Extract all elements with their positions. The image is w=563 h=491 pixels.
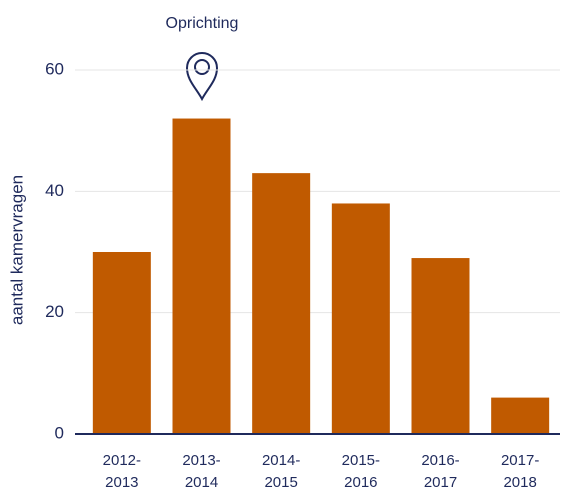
x-tick-line: 2013 <box>105 474 138 491</box>
y-tick-label: 20 <box>45 302 64 321</box>
y-axis-label: aantal kamervragen <box>7 175 26 325</box>
x-tick-label: 2016- 2017 <box>421 452 459 491</box>
y-tick-label: 60 <box>45 59 64 78</box>
x-tick-line: 2015 <box>264 474 297 491</box>
x-tick-line: 2016 <box>344 474 377 491</box>
bar <box>331 203 390 434</box>
pin-icon <box>185 52 219 102</box>
bar <box>491 397 550 434</box>
x-tick-line: 2013- <box>182 452 220 469</box>
x-tick-line: 2017 <box>424 474 457 491</box>
x-tick-line: 2014 <box>185 474 218 491</box>
y-tick-label: 0 <box>55 423 64 442</box>
x-tick-line: 2014- <box>262 452 300 469</box>
bar <box>411 258 470 434</box>
x-tick-line: 2017- <box>501 452 539 469</box>
x-tick-line: 2018 <box>503 474 536 491</box>
x-tick-line: 2016- <box>421 452 459 469</box>
y-tick-label: 40 <box>45 181 64 200</box>
x-tick-label: 2015- 2016 <box>342 452 380 491</box>
x-tick-label: 2013- 2014 <box>182 452 220 491</box>
x-tick-line: 2015- <box>342 452 380 469</box>
x-tick-label: 2017- 2018 <box>501 452 539 491</box>
x-tick-line: 2012- <box>103 452 141 469</box>
bar <box>92 252 151 434</box>
annotation: Oprichting <box>166 15 239 32</box>
bar <box>172 118 231 435</box>
bar <box>252 173 311 434</box>
x-tick-label: 2012- 2013 <box>103 452 141 491</box>
x-tick-label: 2014- 2015 <box>262 452 300 491</box>
